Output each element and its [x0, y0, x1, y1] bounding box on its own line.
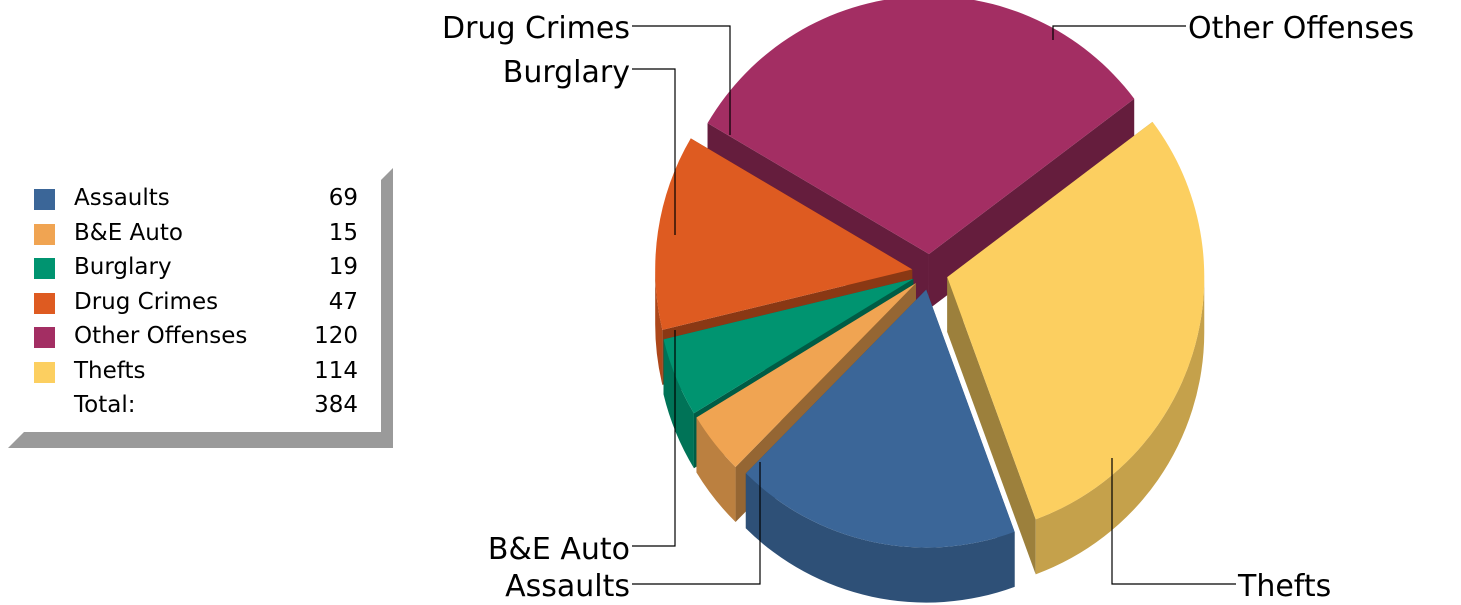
legend-swatch	[34, 189, 55, 210]
slice-top-drug-crimes	[655, 138, 913, 330]
legend-swatch	[34, 292, 55, 314]
slice-label-assaults: Assaults	[505, 569, 630, 604]
legend-value: 69	[328, 185, 358, 211]
legend-swatch	[34, 327, 55, 348]
slice-wall-thefts-0	[1035, 277, 1205, 575]
legend-label: Drug Crimes	[74, 288, 219, 315]
slice-wall-assaults-0	[745, 473, 1015, 603]
legend-body: Assaults 69 B&E Auto 15 Burglary 19 Drug…	[28, 182, 378, 424]
slice-label-thefts: Thefts	[1237, 569, 1331, 604]
legend-item-drug-crimes: Drug Crimes 47	[28, 286, 378, 321]
slice-assaults	[745, 289, 1015, 603]
leader-thefts	[1111, 458, 1236, 585]
legend-total: Total: 384	[28, 389, 378, 424]
slice-top-other-offenses	[707, 0, 1135, 255]
legend-item-other-offenses: Other Offenses 120	[28, 320, 378, 355]
legend-swatch	[34, 258, 55, 279]
legend: Assaults 69 B&E Auto 15 Burglary 19 Drug…	[8, 168, 393, 448]
legend-item-be-auto: B&E Auto 15	[28, 217, 378, 252]
leader-be-auto	[632, 330, 676, 547]
legend-total-value: 384	[314, 392, 358, 418]
legend-label: Thefts	[74, 357, 146, 384]
slice-label-be-auto: B&E Auto	[488, 532, 630, 567]
leader-drug-crimes	[632, 25, 731, 135]
slice-wall-burglary-0	[663, 339, 694, 469]
slice-label-drug-crimes: Drug Crimes	[442, 11, 630, 46]
legend-value: 120	[314, 323, 358, 349]
legend-swatch	[34, 361, 55, 383]
legend-item-assaults: Assaults 69	[28, 182, 378, 217]
legend-value: 114	[314, 357, 358, 384]
slice-top-assaults	[745, 289, 1015, 548]
legend-label: B&E Auto	[74, 219, 183, 246]
slice-top-burglary	[663, 278, 914, 414]
slice-label-other-offenses: Other Offenses	[1188, 11, 1414, 46]
slice-wall-drug-crimes-0	[655, 269, 663, 385]
slice-side-thefts-1	[947, 277, 1036, 575]
pie-slices	[655, 0, 1205, 603]
legend-value: 47	[328, 288, 358, 315]
slice-top-b-e-auto	[696, 283, 916, 468]
legend-item-burglary: Burglary 19	[28, 251, 378, 286]
legend-value: 15	[328, 219, 358, 246]
legend-label: Other Offenses	[74, 323, 248, 349]
slice-labels: Drug Crimes Burglary Other Offenses B&E …	[442, 11, 1414, 604]
leader-other-offenses	[1052, 25, 1186, 40]
legend-shadow	[381, 168, 393, 448]
leader-burglary	[632, 68, 676, 235]
legend-value: 19	[328, 254, 358, 280]
legend-label: Burglary	[74, 254, 172, 280]
leader-assaults	[632, 462, 761, 585]
leader-lines	[632, 25, 1236, 585]
legend-item-thefts: Thefts 114	[28, 355, 378, 390]
legend-label: Assaults	[74, 185, 170, 211]
slice-top-thefts	[947, 121, 1205, 520]
slice-thefts	[947, 121, 1205, 575]
slice-wall-b-e-auto-0	[696, 417, 736, 523]
slice-label-burglary: Burglary	[503, 55, 630, 90]
legend-swatch	[34, 223, 55, 245]
legend-shadow-bottom	[8, 432, 393, 448]
legend-total-label: Total:	[74, 392, 136, 418]
